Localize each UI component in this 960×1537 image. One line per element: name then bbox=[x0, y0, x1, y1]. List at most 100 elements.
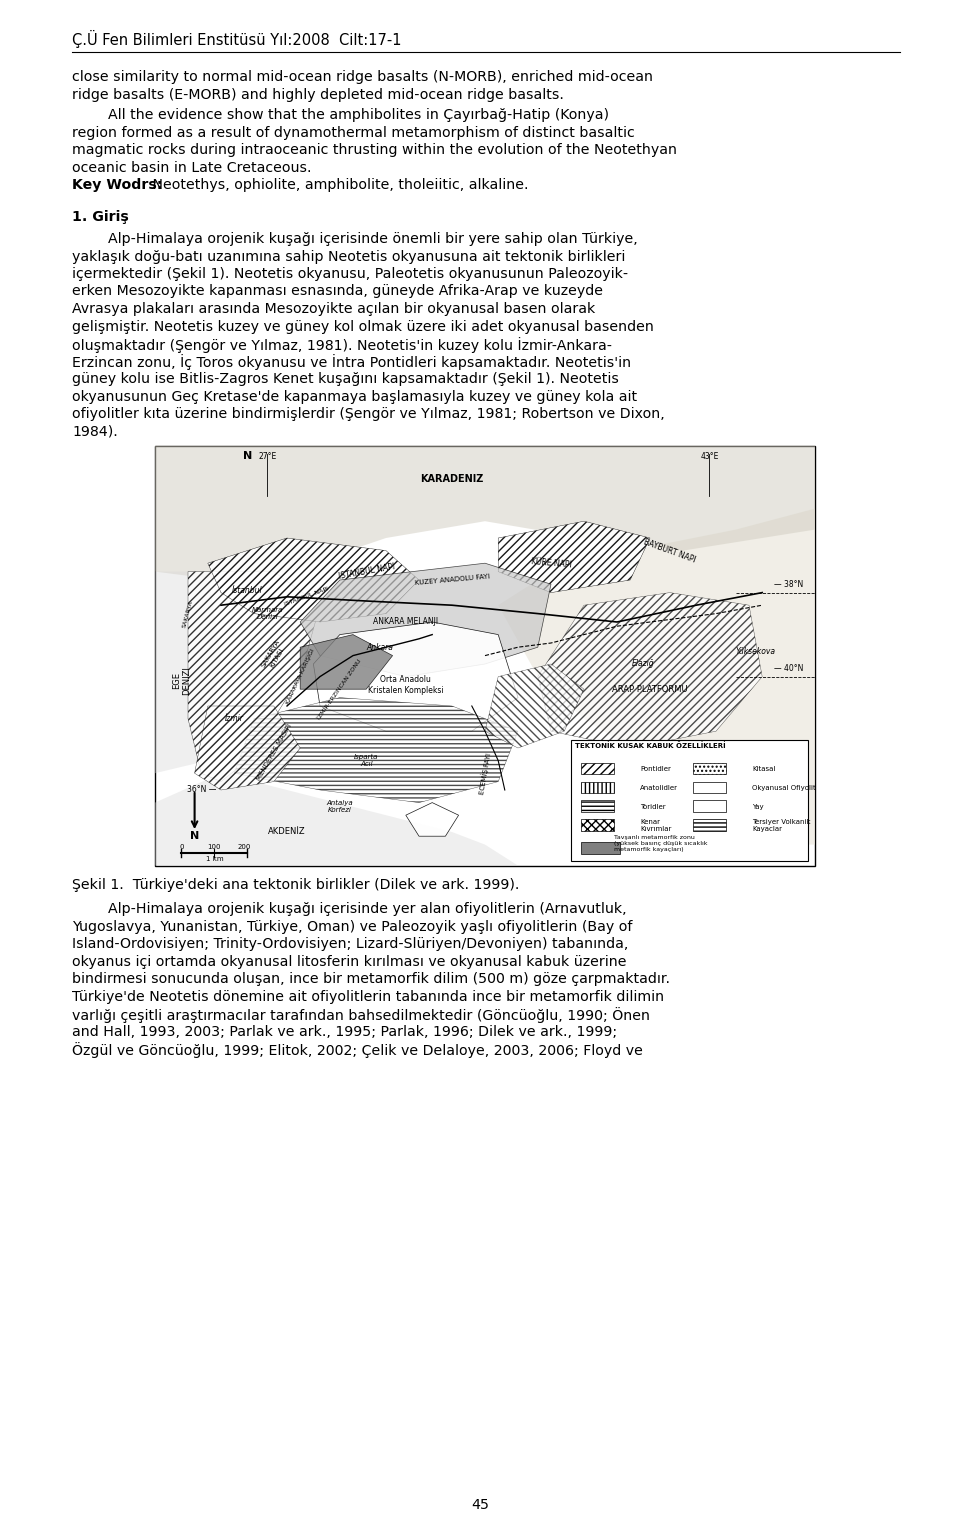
Text: Erzincan zonu, İç Toros okyanusu ve İntra Pontidleri kapsamaktadır. Neotetis'in: Erzincan zonu, İç Toros okyanusu ve İntr… bbox=[72, 355, 631, 370]
Text: close similarity to normal mid-ocean ridge basalts (N-MORB), enriched mid-ocean: close similarity to normal mid-ocean rid… bbox=[72, 71, 653, 85]
Bar bbox=[693, 782, 726, 793]
Bar bbox=[581, 801, 613, 812]
Text: Okyanusal Ofiyolit: Okyanusal Ofiyolit bbox=[753, 785, 816, 792]
Text: MENDERES MASİFİ: MENDERES MASİFİ bbox=[254, 722, 293, 782]
Text: Key Wodrs:: Key Wodrs: bbox=[72, 178, 162, 192]
Text: Neotethys, ophiolite, amphibolite, tholeiitic, alkaline.: Neotethys, ophiolite, amphibolite, thole… bbox=[148, 178, 529, 192]
Text: bindirmesi sonucunda oluşan, ince bir metamorfik dilim (500 m) göze çarpmaktadır: bindirmesi sonucunda oluşan, ince bir me… bbox=[72, 971, 670, 987]
Text: Elazığ: Elazığ bbox=[632, 659, 655, 669]
Polygon shape bbox=[207, 538, 419, 622]
Bar bbox=[581, 782, 613, 793]
Text: Yay: Yay bbox=[753, 804, 764, 810]
Text: 43°E: 43°E bbox=[700, 452, 719, 461]
Polygon shape bbox=[300, 563, 551, 676]
Text: Orta Anadolu
Kristalen Kompleksi: Orta Anadolu Kristalen Kompleksi bbox=[368, 675, 444, 695]
Text: SAKARYA: SAKARYA bbox=[182, 599, 194, 627]
Text: ANKARA MELANJI: ANKARA MELANJI bbox=[373, 618, 439, 627]
Text: Kitasal: Kitasal bbox=[753, 765, 776, 772]
Polygon shape bbox=[188, 572, 320, 782]
Text: İstanbul: İstanbul bbox=[232, 586, 263, 595]
Text: Toridler: Toridler bbox=[640, 804, 665, 810]
Text: KUZEY ANADOLU FAYI: KUZEY ANADOLU FAYI bbox=[415, 573, 490, 586]
Polygon shape bbox=[498, 509, 815, 845]
Text: Tavşanlı metamorfik zonu
(yüksek basınç düşük sıcaklık
metamorfik kayaçları): Tavşanlı metamorfik zonu (yüksek basınç … bbox=[613, 836, 708, 851]
Polygon shape bbox=[155, 572, 221, 773]
Text: varlığı çeşitli araştırmacılar tarafından bahsedilmektedir (Göncüoğlu, 1990; Öne: varlığı çeşitli araştırmacılar tarafında… bbox=[72, 1007, 650, 1024]
Text: Kenar
Kıvrımlar: Kenar Kıvrımlar bbox=[640, 819, 671, 832]
Polygon shape bbox=[155, 446, 815, 579]
Text: and Hall, 1993, 2003; Parlak ve ark., 1995; Parlak, 1996; Dilek ve ark., 1999;: and Hall, 1993, 2003; Parlak ve ark., 19… bbox=[72, 1025, 617, 1039]
Text: ISTANBUL NAPI: ISTANBUL NAPI bbox=[337, 563, 396, 581]
Polygon shape bbox=[195, 705, 300, 790]
Polygon shape bbox=[234, 698, 518, 802]
Text: AKDENİZ: AKDENİZ bbox=[268, 827, 306, 836]
Text: 200: 200 bbox=[237, 844, 251, 850]
Text: Yugoslavya, Yunanistan, Türkiye, Oman) ve Paleozoyik yaşlı ofiyolitlerin (Bay of: Yugoslavya, Yunanistan, Türkiye, Oman) v… bbox=[72, 919, 633, 933]
Text: Marmara
Denizi: Marmara Denizi bbox=[252, 607, 283, 619]
Bar bbox=[581, 762, 613, 775]
Text: TEKTONİK KUSAK KABUK ÖZELLİKLERİ: TEKTONİK KUSAK KABUK ÖZELLİKLERİ bbox=[575, 742, 726, 750]
Text: 36°N —: 36°N — bbox=[186, 785, 216, 795]
Text: Anatolidler: Anatolidler bbox=[640, 785, 678, 792]
Text: Alp-Himalaya orojenik kuşağı içerisinde yer alan ofiyolitlerin (Arnavutluk,: Alp-Himalaya orojenik kuşağı içerisinde … bbox=[72, 902, 627, 916]
Text: erken Mesozoyikte kapanması esnasında, güneyde Afrika-Arap ve kuzeyde: erken Mesozoyikte kapanması esnasında, g… bbox=[72, 284, 603, 298]
Text: ARAP PLATFORMU: ARAP PLATFORMU bbox=[612, 684, 687, 693]
Polygon shape bbox=[313, 622, 518, 732]
Text: BAYBURT NAPI: BAYBURT NAPI bbox=[642, 536, 697, 564]
Text: Antalya
Korfezi: Antalya Korfezi bbox=[326, 801, 353, 813]
Bar bbox=[693, 762, 726, 775]
Bar bbox=[581, 842, 620, 855]
Text: Avrasya plakaları arasında Mesozoyikte açılan bir okyanusal basen olarak: Avrasya plakaları arasında Mesozoyikte a… bbox=[72, 301, 595, 317]
Bar bbox=[693, 819, 726, 832]
Text: İzmir: İzmir bbox=[225, 715, 244, 722]
Text: N: N bbox=[243, 450, 252, 461]
Text: 1 km: 1 km bbox=[205, 856, 224, 862]
Text: ISTANBUL NAPI: ISTANBUL NAPI bbox=[284, 587, 329, 607]
Text: oceanic basin in Late Cretaceous.: oceanic basin in Late Cretaceous. bbox=[72, 160, 311, 175]
Text: Şekil 1.  Türkiye'deki ana tektonik birlikler (Dilek ve ark. 1999).: Şekil 1. Türkiye'deki ana tektonik birli… bbox=[72, 878, 519, 891]
Polygon shape bbox=[155, 773, 518, 865]
Text: 0: 0 bbox=[180, 844, 183, 850]
Text: yaklaşık doğu-batı uzanımına sahip Neotetis okyanusuna ait tektonik birlikleri: yaklaşık doğu-batı uzanımına sahip Neote… bbox=[72, 249, 625, 263]
Text: KARADENIZ: KARADENIZ bbox=[420, 475, 484, 484]
Bar bbox=[571, 739, 808, 861]
Text: — 40°N: — 40°N bbox=[774, 664, 804, 673]
Text: N: N bbox=[190, 832, 200, 841]
Text: Ç.Ü Fen Bilimleri Enstitüsü Yıl:2008  Cilt:17-1: Ç.Ü Fen Bilimleri Enstitüsü Yıl:2008 Cil… bbox=[72, 31, 401, 48]
Polygon shape bbox=[498, 521, 650, 593]
Bar bbox=[155, 446, 815, 865]
Text: magmatic rocks during intraoceanic thrusting within the evolution of the Neoteth: magmatic rocks during intraoceanic thrus… bbox=[72, 143, 677, 157]
Text: EGE
DENIZI: EGE DENIZI bbox=[172, 667, 191, 695]
Text: Alp-Himalaya orojenik kuşağı içerisinde önemli bir yere sahip olan Türkiye,: Alp-Himalaya orojenik kuşağı içerisinde … bbox=[72, 232, 637, 246]
Polygon shape bbox=[538, 593, 762, 749]
Text: Ankara: Ankara bbox=[366, 642, 393, 652]
Text: 27°E: 27°E bbox=[258, 452, 276, 461]
Polygon shape bbox=[406, 802, 459, 836]
Text: Türkiye'de Neotetis dönemine ait ofiyolitlerin tabanında ince bir metamorfik dil: Türkiye'de Neotetis dönemine ait ofiyoli… bbox=[72, 990, 664, 1004]
Text: SAKARYA
KITASI: SAKARYA KITASI bbox=[260, 639, 287, 672]
Text: İZMİR-ERZINCAN ZONU: İZMİR-ERZINCAN ZONU bbox=[317, 658, 363, 721]
Text: 45: 45 bbox=[471, 1499, 489, 1512]
Text: Tersiyer Volkanik
Kayaclar: Tersiyer Volkanik Kayaclar bbox=[753, 819, 811, 832]
Text: ofiyolitler kıta üzerine bindirmişlerdir (Şengör ve Yılmaz, 1981; Robertson ve D: ofiyolitler kıta üzerine bindirmişlerdir… bbox=[72, 407, 664, 421]
Text: ridge basalts (E-MORB) and highly depleted mid-ocean ridge basalts.: ridge basalts (E-MORB) and highly deplet… bbox=[72, 88, 564, 101]
Text: oluşmaktadır (Şengör ve Yılmaz, 1981). Neotetis'in kuzey kolu İzmir-Ankara-: oluşmaktadır (Şengör ve Yılmaz, 1981). N… bbox=[72, 337, 612, 354]
Text: Yüksekova: Yüksekova bbox=[735, 647, 776, 656]
Text: 1984).: 1984). bbox=[72, 424, 118, 438]
Polygon shape bbox=[485, 664, 584, 749]
Text: Isparta
Acıl: Isparta Acıl bbox=[354, 755, 378, 767]
Text: KÜRE NAPI: KÜRE NAPI bbox=[530, 556, 571, 569]
Text: 100: 100 bbox=[207, 844, 221, 850]
Text: Island-Ordovisiyen; Trinity-Ordovisiyen; Lizard-Slüriyen/Devoniyen) tabanında,: Island-Ordovisiyen; Trinity-Ordovisiyen;… bbox=[72, 938, 629, 951]
Text: gelişmiştir. Neotetis kuzey ve güney kol olmak üzere iki adet okyanusal basenden: gelişmiştir. Neotetis kuzey ve güney kol… bbox=[72, 320, 654, 334]
Text: okyanus içi ortamda okyanusal litosferin kırılması ve okyanusal kabuk üzerine: okyanus içi ortamda okyanusal litosferin… bbox=[72, 954, 627, 968]
Bar bbox=[693, 801, 726, 812]
Text: içermektedir (Şekil 1). Neotetis okyanusu, Paleotetis okyanusunun Paleozoyik-: içermektedir (Şekil 1). Neotetis okyanus… bbox=[72, 267, 628, 281]
Polygon shape bbox=[300, 635, 393, 689]
Text: KARAKAYA KARIŞIĞI: KARAKAYA KARIŞIĞI bbox=[285, 647, 316, 705]
Bar bbox=[581, 819, 613, 832]
Text: Pontidler: Pontidler bbox=[640, 765, 671, 772]
Text: okyanusunun Geç Kretase'de kapanmaya başlamasıyla kuzey ve güney kola ait: okyanusunun Geç Kretase'de kapanmaya baş… bbox=[72, 389, 637, 404]
Text: güney kolu ise Bitlis-Zagros Kenet kuşağını kapsamaktadır (Şekil 1). Neotetis: güney kolu ise Bitlis-Zagros Kenet kuşağ… bbox=[72, 372, 619, 386]
Text: — 38°N: — 38°N bbox=[774, 579, 804, 589]
